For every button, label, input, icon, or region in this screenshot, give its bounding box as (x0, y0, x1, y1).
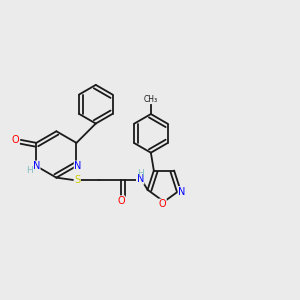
Text: N: N (74, 161, 82, 171)
Text: H: H (137, 169, 144, 178)
Text: O: O (159, 199, 166, 209)
Text: S: S (74, 175, 80, 185)
Text: O: O (117, 196, 125, 206)
Text: O: O (12, 135, 19, 145)
Text: N: N (178, 187, 185, 196)
Text: N: N (136, 174, 144, 184)
Text: CH₃: CH₃ (144, 95, 158, 104)
Text: N: N (33, 161, 40, 171)
Text: H: H (26, 166, 33, 175)
